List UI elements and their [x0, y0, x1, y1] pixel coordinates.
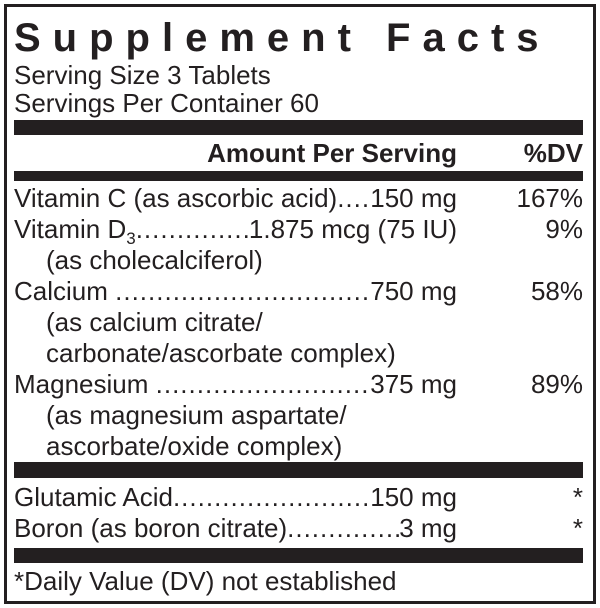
label-title: Supplement Facts: [14, 16, 551, 60]
dv-header: %DV: [523, 138, 583, 168]
dot-leader: ........................................…: [172, 482, 371, 512]
dot-leader: ........................................…: [337, 183, 371, 213]
nutrient-name: Vitamin D3: [14, 214, 136, 245]
nutrient-name: Glutamic Acid: [14, 482, 173, 512]
nutrient-amount: 150 mg: [370, 482, 457, 512]
dot-leader: ........................................…: [135, 214, 249, 244]
divider-bar-header: [14, 171, 583, 181]
nutrient-name: Vitamin C (as ascorbic acid): [14, 183, 338, 213]
table-row-magnesium: Magnesium ..............................…: [14, 369, 583, 400]
nutrient-source-note: ascorbate/oxide complex): [46, 431, 343, 461]
nutrient-amount: 1.875 mcg (75 IU): [248, 214, 457, 244]
column-header-row: Amount Per Serving %DV: [14, 135, 583, 171]
table-row-vitamin-c: Vitamin C (as ascorbic acid) ...........…: [14, 183, 583, 214]
nutrient-rows: Vitamin C (as ascorbic acid) ...........…: [14, 183, 583, 462]
table-row-glutamic-acid: Glutamic Acid ..........................…: [14, 482, 583, 513]
nutrient-amount: 375 mg: [370, 369, 457, 399]
nutrient-name: Magnesium: [14, 369, 156, 399]
other-ingredient-rows: Glutamic Acid ..........................…: [14, 482, 583, 544]
nutrient-amount: 3 mg: [399, 513, 457, 543]
supplement-facts-label: Supplement Facts Serving Size 3 Tablets …: [4, 4, 596, 604]
table-row-boron: Boron (as boron citrate) ...............…: [14, 513, 583, 544]
nutrient-amount: 750 mg: [370, 276, 457, 306]
nutrient-source-note: (as magnesium aspartate/: [46, 400, 347, 430]
amount-per-serving-header: Amount Per Serving: [207, 138, 457, 168]
divider-bar-middle: [14, 462, 583, 478]
subscript-3: 3: [126, 229, 136, 245]
nutrient-dv: *: [572, 513, 583, 543]
servings-per-container: Servings Per Container 60: [14, 88, 319, 118]
daily-value-footnote: *Daily Value (DV) not established: [14, 566, 397, 596]
nutrient-source-note: (as calcium citrate/: [46, 307, 263, 337]
divider-bar-bottom: [14, 548, 583, 563]
nutrient-source-note: (as cholecalciferol): [46, 245, 263, 275]
nutrient-name: Calcium: [14, 276, 116, 306]
dot-leader: ........................................…: [115, 276, 371, 306]
nutrient-dv: 89%: [530, 369, 583, 399]
table-row-calcium: Calcium ................................…: [14, 276, 583, 307]
nutrient-dv: 167%: [516, 183, 584, 213]
serving-size: Serving Size 3 Tablets: [14, 60, 271, 90]
nutrient-dv: 58%: [530, 276, 583, 306]
nutrient-dv: *: [572, 482, 583, 512]
divider-bar-top: [14, 120, 583, 135]
nutrient-amount: 150 mg: [370, 183, 457, 213]
table-row-vitamin-d3: Vitamin D3 .............................…: [14, 214, 583, 245]
dot-leader: ........................................…: [155, 369, 371, 399]
dot-leader: ........................................…: [287, 513, 399, 543]
nutrient-source-note: carbonate/ascorbate complex): [46, 338, 396, 368]
nutrient-name: Boron (as boron citrate): [14, 513, 288, 543]
nutrient-dv: 9%: [545, 214, 583, 244]
